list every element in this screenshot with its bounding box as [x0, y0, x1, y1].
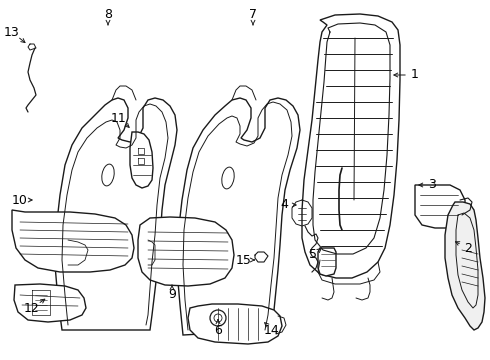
Text: 2: 2 — [464, 242, 472, 255]
Text: 8: 8 — [104, 9, 112, 22]
Text: 1: 1 — [411, 68, 419, 81]
Polygon shape — [188, 304, 282, 344]
Text: 3: 3 — [428, 179, 436, 192]
Text: 15: 15 — [236, 253, 252, 266]
Text: 10: 10 — [12, 194, 28, 207]
Text: 4: 4 — [280, 198, 288, 211]
Polygon shape — [130, 132, 153, 188]
Polygon shape — [55, 98, 177, 330]
Text: 11: 11 — [111, 112, 127, 125]
Polygon shape — [318, 248, 336, 276]
Polygon shape — [177, 98, 300, 335]
Polygon shape — [12, 210, 134, 272]
Text: 7: 7 — [249, 9, 257, 22]
Text: 13: 13 — [4, 26, 20, 39]
Polygon shape — [445, 202, 485, 330]
Polygon shape — [302, 14, 400, 278]
Text: 6: 6 — [214, 324, 222, 337]
Text: 5: 5 — [309, 248, 317, 261]
Polygon shape — [138, 217, 234, 286]
Text: 9: 9 — [168, 288, 176, 302]
Polygon shape — [14, 284, 86, 322]
Text: 14: 14 — [264, 324, 280, 337]
Polygon shape — [415, 185, 465, 228]
Text: 12: 12 — [24, 302, 40, 315]
